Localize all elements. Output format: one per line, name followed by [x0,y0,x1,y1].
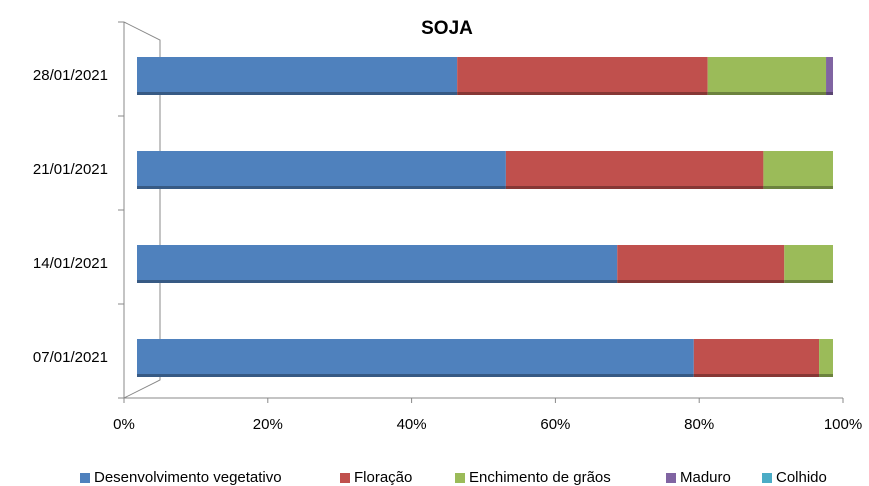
bar-shade [693,374,820,377]
bar-shade [137,280,618,283]
bar-shade [819,374,833,377]
bar-shade [137,374,694,377]
chart-title: SOJA [421,18,473,39]
y-tick-label: 07/01/2021 [33,349,108,366]
bar-segment [137,245,618,283]
bar-shade [137,186,506,189]
x-tick-label: 60% [540,416,570,433]
x-tick-label: 80% [684,416,714,433]
bar-shade [137,92,458,95]
bar-shade [784,280,833,283]
bar-shade [505,186,764,189]
back-wall [123,21,161,399]
bar-segment [137,57,458,95]
bar-shade [826,92,833,95]
legend-label: Desenvolvimento vegetativo [94,469,282,486]
bar-segment [137,339,694,377]
x-tick-label: 0% [113,416,135,433]
bar-segment [784,245,833,283]
y-tick-label: 14/01/2021 [33,255,108,272]
legend-swatch [455,473,465,483]
y-tick-label: 21/01/2021 [33,161,108,178]
x-tick-label: 100% [824,416,862,433]
bar-segment [707,57,827,95]
bar-shade [617,280,785,283]
bar-shade [707,92,827,95]
bar-shade [763,186,833,189]
y-tick-label: 28/01/2021 [33,67,108,84]
legend-swatch [762,473,772,483]
bar-segment [457,57,708,95]
legend-label: Floração [354,469,412,486]
legend-label: Colhido [776,469,827,486]
x-tick-label: 20% [253,416,283,433]
bar-segment [617,245,785,283]
bar-segment [137,151,506,189]
bar-segment [826,57,833,95]
bar-shade [457,92,708,95]
bar-segment [763,151,833,189]
legend-swatch [340,473,350,483]
legend-label: Maduro [680,469,731,486]
bar-segment [505,151,764,189]
legend-swatch [80,473,90,483]
x-tick-label: 40% [397,416,427,433]
bar-segment [819,339,833,377]
bar-segment [693,339,820,377]
legend-label: Enchimento de grãos [469,469,611,486]
legend-swatch [666,473,676,483]
